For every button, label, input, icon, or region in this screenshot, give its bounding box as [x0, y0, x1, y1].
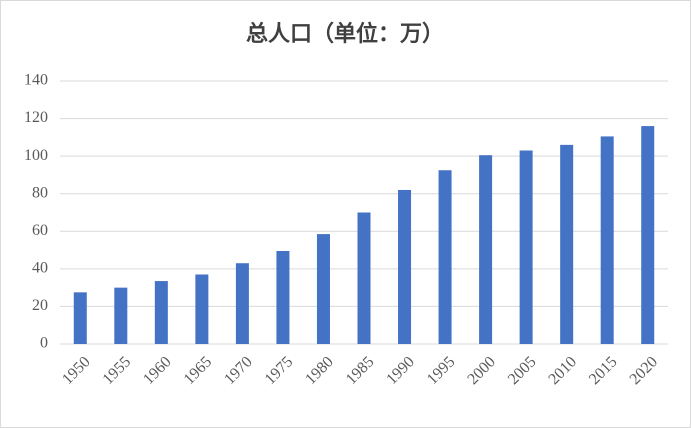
y-tick-label: 20 [32, 297, 48, 314]
bar [114, 287, 128, 344]
y-tick-label: 140 [24, 72, 48, 89]
bar [73, 292, 87, 344]
bar [235, 263, 249, 344]
bar [195, 274, 209, 344]
y-tick-label: 100 [24, 147, 48, 164]
bar [357, 212, 371, 344]
y-tick-label: 40 [32, 260, 48, 277]
bar [398, 189, 412, 344]
y-tick-label: 0 [40, 335, 48, 352]
bar [276, 251, 290, 344]
y-tick-label: 80 [32, 184, 48, 201]
bar [479, 155, 493, 344]
bar [438, 170, 452, 344]
bar [154, 281, 168, 344]
bar [600, 136, 614, 344]
bar [560, 144, 574, 344]
bar [641, 126, 655, 344]
y-tick-label: 60 [32, 222, 48, 239]
bar [316, 234, 330, 344]
y-tick-label: 120 [24, 109, 48, 126]
bar [519, 150, 533, 344]
chart-title: 总人口（单位：万） [246, 21, 444, 47]
